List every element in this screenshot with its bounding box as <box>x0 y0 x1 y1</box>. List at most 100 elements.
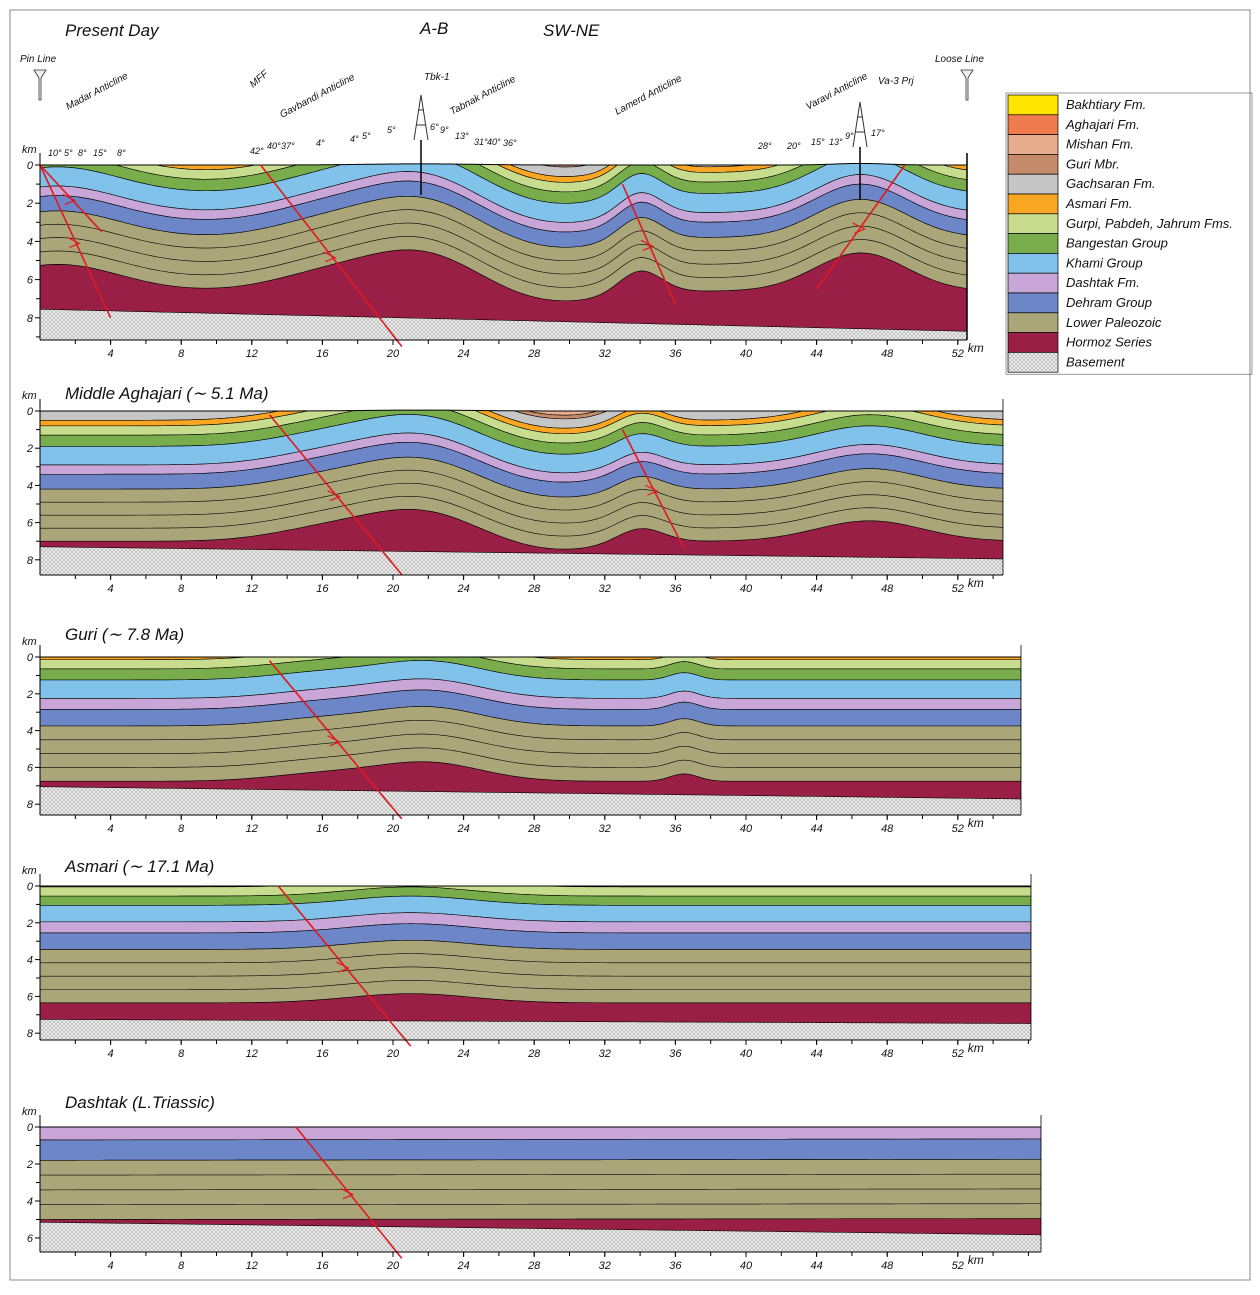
legend-label: Bangestan Group <box>1066 236 1168 251</box>
x-tick-label: 48 <box>881 583 894 595</box>
y-tick-label: 4 <box>27 726 33 738</box>
y-unit: km <box>22 144 37 156</box>
legend-label: Basement <box>1066 354 1126 369</box>
x-tick-label: 40 <box>740 823 753 835</box>
x-tick-label: 20 <box>386 1260 400 1272</box>
x-tick-label: 24 <box>456 583 469 595</box>
legend-swatch <box>1008 333 1058 353</box>
x-tick-label: 40 <box>740 1260 753 1272</box>
y-tick-label: 4 <box>27 1196 33 1208</box>
legend-swatch <box>1008 352 1058 372</box>
legend-swatch <box>1008 293 1058 313</box>
x-tick-label: 36 <box>669 1260 682 1272</box>
dip-label: 40° <box>487 137 501 147</box>
structure-label: Varavi Anticline <box>804 71 870 113</box>
section-label: A-B <box>419 19 448 38</box>
structure-label: Madar Anticline <box>64 71 130 113</box>
x-tick-label: 4 <box>108 1260 114 1272</box>
y-tick-label: 6 <box>27 518 34 530</box>
x-tick-label: 16 <box>316 348 329 360</box>
structure-label: Va-3 Prj <box>878 76 915 87</box>
x-tick-label: 8 <box>178 823 185 835</box>
y-tick-label: 6 <box>27 991 34 1003</box>
legend-swatch <box>1008 313 1058 333</box>
dip-label: 17° <box>871 128 885 138</box>
dip-label: 40° <box>267 141 281 151</box>
x-tick-label: 28 <box>527 823 541 835</box>
legend-swatch <box>1008 154 1058 174</box>
y-tick-label: 2 <box>26 443 33 455</box>
x-tick-label: 40 <box>740 1048 753 1060</box>
x-tick-label: 48 <box>881 1048 894 1060</box>
layer <box>40 1139 1041 1160</box>
x-tick-label: 20 <box>386 583 400 595</box>
panel-title: Guri (∼ 7.8 Ma) <box>65 625 184 644</box>
x-tick-label: 52 <box>952 583 964 595</box>
legend-label: Guri Mbr. <box>1066 156 1120 171</box>
figure: A-B SW-NE 02468481216202428323640444852k… <box>0 0 1260 1290</box>
panel-title: Present Day <box>65 21 160 40</box>
layer <box>40 106 967 164</box>
y-tick-label: 2 <box>26 1159 33 1171</box>
legend-label: Mishan Fm. <box>1066 137 1134 152</box>
dip-label: 42° <box>250 146 264 156</box>
x-tick-label: 8 <box>178 583 185 595</box>
y-tick-label: 6 <box>27 1233 34 1245</box>
y-tick-label: 8 <box>27 799 34 811</box>
legend-label: Gachsaran Fm. <box>1066 176 1156 191</box>
x-tick-label: 16 <box>316 1048 329 1060</box>
x-tick-label: 32 <box>599 583 611 595</box>
y-tick-label: 0 <box>27 881 34 893</box>
legend-label: Gurpi, Pabdeh, Jahrum Fms. <box>1066 216 1233 231</box>
strata <box>40 627 1021 815</box>
x-tick-label: 44 <box>810 1260 822 1272</box>
y-unit: km <box>22 1106 37 1118</box>
x-tick-label: 16 <box>316 1260 329 1272</box>
strata <box>40 1122 1041 1252</box>
x-tick-label: 24 <box>456 1260 469 1272</box>
y-tick-label: 0 <box>27 160 34 172</box>
x-tick-label: 52 <box>952 1048 964 1060</box>
x-tick-label: 24 <box>456 1048 469 1060</box>
x-tick-label: 24 <box>456 348 469 360</box>
y-tick-label: 6 <box>27 762 34 774</box>
section-panel: 02468481216202428323640444852kmkmMiddle … <box>22 362 1003 595</box>
y-unit: km <box>22 390 37 402</box>
derrick <box>414 95 428 140</box>
x-tick-label: 24 <box>456 823 469 835</box>
x-tick-label: 8 <box>178 1260 185 1272</box>
dip-label: 4° <box>316 138 325 148</box>
layer <box>40 640 1021 669</box>
x-tick-label: 12 <box>246 348 258 360</box>
x-tick-label: 12 <box>246 1048 258 1060</box>
x-unit: km <box>968 1253 984 1267</box>
x-tick-label: 52 <box>952 823 964 835</box>
x-tick-label: 40 <box>740 348 753 360</box>
y-tick-label: 8 <box>27 1028 34 1040</box>
legend-swatch <box>1008 194 1058 214</box>
x-tick-label: 52 <box>952 348 964 360</box>
dip-label: 15° <box>93 148 107 158</box>
y-tick-label: 4 <box>27 480 33 492</box>
pin <box>961 70 973 100</box>
surface <box>40 410 1003 411</box>
layer <box>40 940 1031 1003</box>
x-tick-label: 28 <box>527 1048 541 1060</box>
x-tick-label: 8 <box>178 1048 185 1060</box>
legend-label: Bakhtiary Fm. <box>1066 97 1146 112</box>
x-tick-label: 32 <box>599 348 611 360</box>
x-tick-label: 20 <box>386 1048 400 1060</box>
x-tick-label: 20 <box>386 348 400 360</box>
dip-label: 28° <box>757 141 772 151</box>
y-tick-label: 6 <box>27 275 34 287</box>
x-tick-label: 40 <box>740 583 753 595</box>
layer <box>40 634 1021 660</box>
structure-label: Gavbandi Anticline <box>278 72 357 121</box>
x-tick-label: 28 <box>527 348 541 360</box>
structure-label: MFF <box>248 68 271 90</box>
pin <box>34 70 46 100</box>
strata <box>40 93 967 340</box>
legend-swatch <box>1008 234 1058 254</box>
legend-label: Asmari Fm. <box>1065 196 1132 211</box>
legend-swatch <box>1008 115 1058 135</box>
